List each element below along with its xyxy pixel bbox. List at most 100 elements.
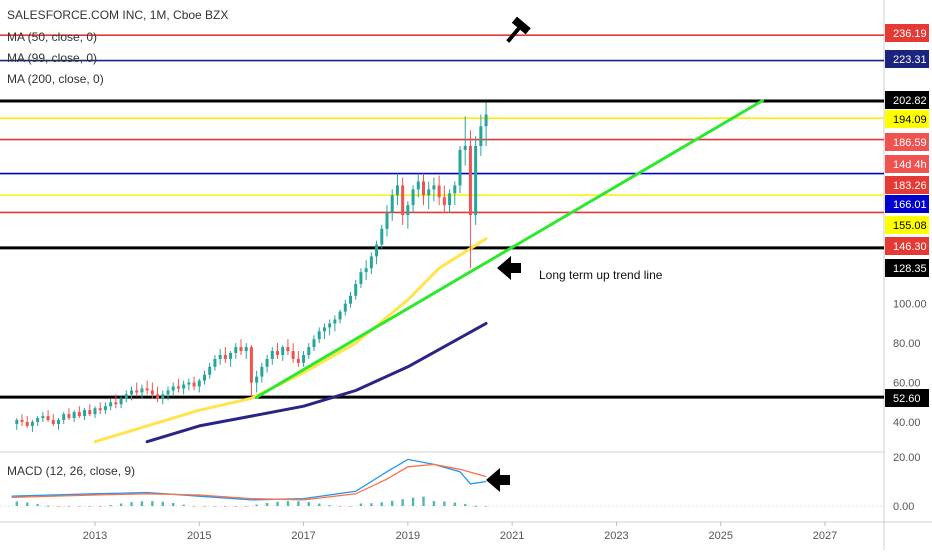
candle-body-65: [354, 283, 358, 296]
candle-body-17: [103, 406, 107, 411]
macd-histogram-bar: [370, 503, 373, 506]
price-label-bg-2: [885, 91, 929, 109]
macd-histogram-bar: [119, 503, 123, 506]
candle-body-13: [83, 410, 87, 417]
trend-line-annotation: Long term up trend line: [539, 268, 663, 282]
macd-histogram-bar: [391, 500, 394, 506]
price-label-10: 128.35: [893, 263, 927, 275]
chart-title: SALESFORCE.COM INC, 1M, Cboe BZX: [7, 8, 229, 22]
candle-body-57: [312, 339, 316, 348]
candle-body-10: [67, 414, 71, 419]
macd-histogram-bar: [182, 504, 185, 506]
candle-body-30: [171, 386, 175, 391]
macd-histogram-bar: [192, 506, 196, 507]
candle-body-42: [234, 347, 238, 353]
candle-body-61: [333, 319, 337, 324]
candle-body-66: [359, 272, 363, 284]
candle-body-23: [135, 390, 139, 393]
candle-body-9: [62, 414, 66, 421]
candle-body-73: [395, 185, 399, 196]
price-label-bg-3: [885, 110, 929, 128]
candle-body-39: [218, 354, 222, 359]
legend-ma-50: MA (50, close, 0): [7, 30, 98, 44]
price-label-bg-5: [885, 155, 929, 173]
price-label-11: 52.60: [893, 393, 921, 405]
candle-body-2: [25, 422, 29, 426]
macd-histogram-bar: [328, 505, 331, 507]
candle-body-21: [124, 394, 128, 399]
macd-series-1: [11, 463, 487, 501]
macd-histogram-bar: [276, 501, 279, 506]
x-tick-label-4: 2021: [500, 530, 524, 542]
candle-body-29: [166, 390, 170, 395]
price-label-bg-11: [885, 389, 929, 407]
candle-body-55: [302, 354, 306, 363]
candle-body-70: [380, 228, 384, 245]
candle-body-69: [375, 244, 379, 257]
candle-body-63: [343, 303, 347, 312]
candle-body-41: [229, 352, 233, 359]
candle-body-14: [88, 410, 92, 415]
candle-body-84: [453, 185, 457, 194]
macd-histogram-bar: [464, 504, 467, 506]
macd-histogram-bar: [286, 501, 290, 506]
macd-histogram-bar: [36, 504, 39, 506]
candle-body-90: [484, 114, 488, 127]
candle-body-47: [260, 366, 264, 377]
candle-body-27: [156, 394, 160, 399]
candle-body-45: [249, 347, 253, 383]
macd-series-0: [11, 458, 487, 501]
candle-body-0: [15, 420, 19, 424]
macd-histogram-bar: [15, 501, 18, 506]
gavel-head: [511, 16, 531, 35]
macd-histogram-bar: [443, 501, 446, 506]
candle-body-51: [281, 347, 285, 355]
candle-body-78: [422, 181, 425, 196]
candle-body-26: [150, 390, 154, 395]
price-label-1: 223.31: [893, 54, 927, 66]
candle-body-64: [349, 295, 352, 304]
x-tick-label-5: 2023: [604, 530, 628, 542]
candle-body-58: [317, 331, 321, 340]
candle-body-54: [296, 358, 300, 363]
candle-body-4: [36, 418, 40, 422]
candle-body-7: [51, 420, 55, 424]
macd-histogram-bar: [234, 506, 237, 507]
price-label-9: 146.30: [893, 241, 927, 253]
price-label-5: 14d 4h: [893, 159, 927, 171]
candle-body-71: [385, 213, 389, 229]
macd-histogram-bar: [245, 506, 248, 507]
candle-body-62: [338, 311, 342, 320]
candle-body-88: [474, 145, 478, 215]
macd-histogram-bar: [46, 505, 50, 507]
macd-histogram-bar: [88, 506, 91, 507]
price-label-8: 155.08: [893, 220, 927, 232]
trend-line-arrow-icon: [497, 256, 521, 280]
candle-body-43: [239, 347, 243, 352]
macd-histogram-bar: [422, 496, 425, 506]
candle-body-32: [182, 384, 186, 389]
price-label-bg-9: [885, 237, 929, 255]
candle-body-67: [364, 268, 368, 273]
x-tick-label-2: 2017: [291, 530, 315, 542]
macd-histogram-bar: [318, 503, 321, 506]
candle-body-81: [437, 185, 441, 198]
gavel-handle: [506, 26, 521, 43]
candle-body-24: [140, 388, 144, 393]
candle-body-22: [130, 390, 133, 395]
candle-body-20: [119, 398, 123, 405]
price-label-7: 166.01: [893, 199, 927, 211]
macd-histogram-bar: [380, 502, 383, 506]
candle-body-53: [291, 351, 295, 359]
macd-arrow-icon: [486, 468, 510, 492]
candle-body-36: [203, 374, 206, 381]
candle-body-86: [463, 145, 467, 150]
macd-histogram-bar: [130, 502, 133, 506]
price-label-bg-10: [885, 259, 929, 277]
macd-histogram-bar: [474, 505, 477, 507]
macd-histogram-bar: [99, 506, 102, 507]
macd-histogram-bar: [401, 499, 404, 506]
candle-body-3: [30, 422, 34, 426]
price-label-bg-7: [885, 195, 929, 213]
